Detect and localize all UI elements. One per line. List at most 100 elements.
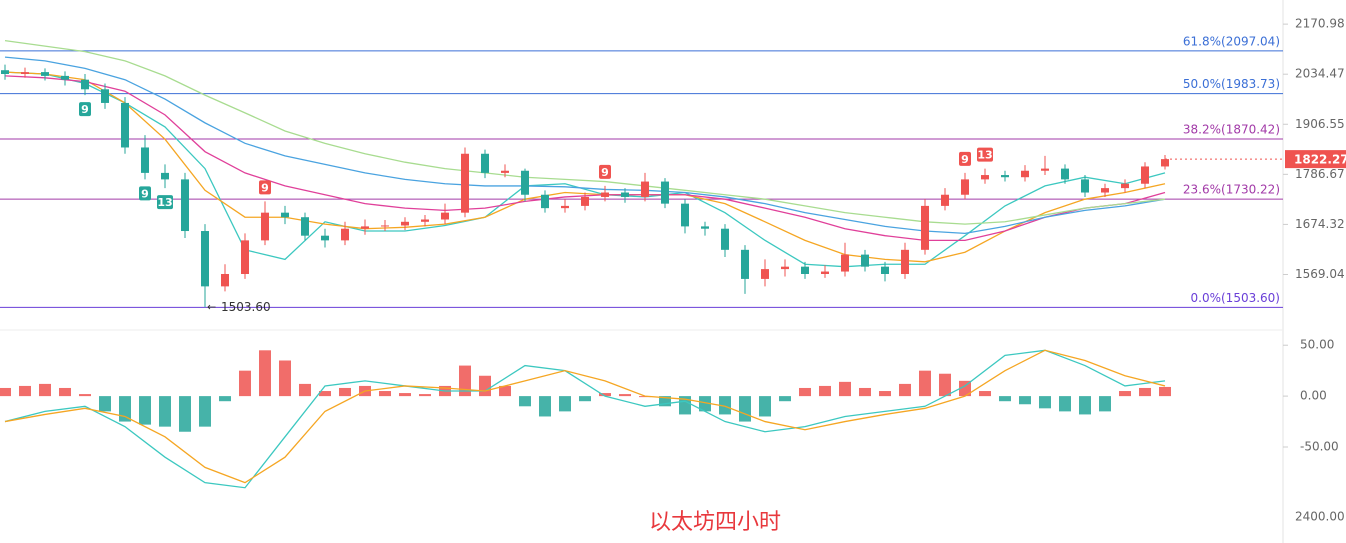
macd-bar [399, 393, 411, 397]
candle-body [401, 221, 409, 226]
y-tick-label: 2170.98 [1295, 17, 1345, 31]
signal-badge [139, 186, 151, 201]
candle-body [901, 249, 909, 274]
macd-bar [1059, 396, 1071, 412]
macd-bar [999, 396, 1011, 402]
macd-line [4, 349, 1166, 489]
candle-body [981, 175, 989, 180]
y-tick-label: 0.00 [1300, 389, 1327, 403]
candle-body [421, 219, 429, 222]
fib-label: 61.8%(2097.04) [1183, 34, 1280, 48]
macd-bar [859, 387, 871, 397]
candle-body [281, 212, 289, 218]
candle-body [201, 231, 209, 287]
macd-bar [1119, 391, 1131, 397]
candle-body [841, 254, 849, 272]
candle-body [861, 254, 869, 267]
fib-label: 50.0%(1983.73) [1183, 77, 1280, 91]
candle-body [721, 228, 729, 250]
candle-body [801, 266, 809, 274]
candle-body [361, 226, 369, 229]
candle-body [1161, 159, 1169, 167]
low-arrow: ← [207, 300, 216, 313]
candle-body [1001, 175, 1009, 178]
last-price-tag [1285, 150, 1346, 169]
candle-body [181, 179, 189, 232]
macd-bar [0, 387, 11, 397]
macd-bar [719, 396, 731, 415]
moving-average-line [4, 56, 1166, 235]
macd-bar [519, 396, 531, 407]
y-tick-label: 1569.04 [1295, 267, 1345, 281]
candle-body [461, 153, 469, 213]
signal-label: 13 [157, 196, 172, 209]
candle-body [1081, 179, 1089, 193]
signal-label: 13 [977, 149, 992, 162]
y-tick-label: -50.00 [1300, 440, 1339, 454]
macd-bar [299, 383, 311, 397]
last-price-label: 1822.27 [1294, 153, 1346, 167]
candle-body [581, 196, 589, 206]
macd-bar [919, 370, 931, 397]
candle-body [681, 203, 689, 227]
fib-label: 0.0%(1503.60) [1191, 291, 1280, 305]
candle-body [761, 269, 769, 279]
candle-body [301, 217, 309, 236]
candle-body [1, 70, 9, 74]
macd-bar [99, 396, 111, 412]
candle-body [481, 153, 489, 173]
macd-bar [279, 360, 291, 397]
macd-bar [59, 387, 71, 397]
candle-body [41, 72, 49, 76]
macd-bar [739, 396, 751, 422]
macd-bar [759, 396, 771, 417]
candle-body [881, 266, 889, 274]
candle-body [1041, 168, 1049, 171]
macd-bar [839, 381, 851, 397]
signal-label: 9 [81, 103, 89, 116]
macd-bar [779, 396, 791, 402]
candle-body [501, 170, 509, 173]
candle-body [101, 89, 109, 103]
candle-body [81, 79, 89, 90]
fib-label: 23.6%(1730.22) [1183, 183, 1280, 197]
candle-body [441, 212, 449, 220]
signal-badge [79, 102, 91, 117]
moving-average-line [4, 71, 1166, 268]
signal-label: 9 [261, 181, 269, 194]
macd-bar [1139, 387, 1151, 397]
fib-label: 38.2%(1870.42) [1183, 123, 1280, 137]
y-tick-label: 2034.47 [1295, 67, 1345, 81]
candle-body [21, 72, 29, 74]
candle-body [1021, 170, 1029, 178]
y-tick-label: 50.00 [1300, 338, 1334, 352]
macd-bar [199, 396, 211, 427]
macd-bar [979, 391, 991, 397]
signal-badge [259, 180, 271, 195]
macd-bar [959, 380, 971, 397]
candle-body [61, 75, 69, 80]
chart-title: 以太坊四小时 [649, 510, 781, 535]
candle-body [241, 240, 249, 274]
candle-body [261, 212, 269, 241]
candle-body [1101, 188, 1109, 193]
candle-body [821, 271, 829, 274]
macd-bar [219, 396, 231, 402]
macd-bar [1039, 396, 1051, 409]
candle-body [781, 266, 789, 270]
low-label: 1503.60 [221, 300, 271, 314]
macd-bar [159, 396, 171, 427]
macd-bar [1159, 386, 1171, 397]
macd-bar [119, 396, 131, 422]
candle-body [321, 235, 329, 241]
candle-body [1061, 168, 1069, 180]
macd-bar [819, 385, 831, 397]
candle-body [341, 228, 349, 241]
macd-bar [1079, 396, 1091, 415]
moving-average-line [4, 39, 1166, 225]
candle-body [121, 102, 129, 148]
macd-bar [459, 365, 471, 397]
macd-bar [339, 387, 351, 397]
candle-body [741, 249, 749, 279]
